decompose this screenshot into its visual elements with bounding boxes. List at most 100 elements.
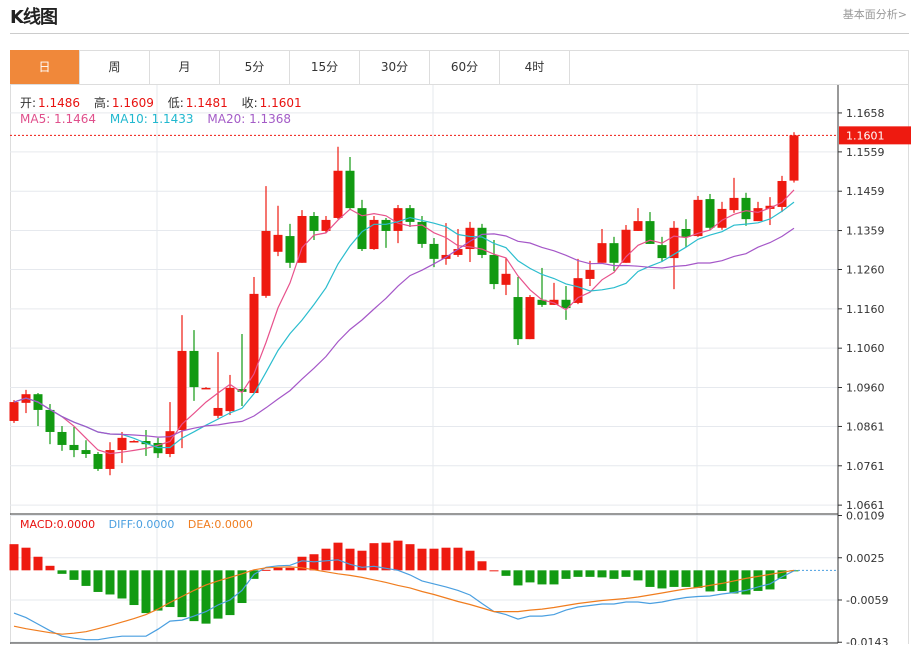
- tab-day[interactable]: 日: [10, 50, 80, 84]
- tab-week[interactable]: 周: [80, 50, 150, 84]
- ma-legend: MA5: 1.1464 MA10: 1.1433 MA20: 1.1368: [20, 112, 293, 126]
- macd-bar: [573, 570, 583, 577]
- y-tick-label: 1.1658: [846, 107, 885, 120]
- y-tick-label: 1.1260: [846, 263, 885, 276]
- macd-bar: [537, 570, 547, 585]
- macd-bar: [357, 550, 367, 571]
- candle-up: [597, 243, 607, 263]
- open-value: 1.1486: [38, 96, 81, 110]
- macd-bar: [765, 570, 775, 590]
- macd-bar: [297, 556, 307, 571]
- ohlc-legend: 开: 1.1486 高: 1.1609 低: 1.1481 收: 1.1601: [20, 94, 304, 111]
- macd-bar: [321, 548, 331, 571]
- macd-bar: [681, 570, 691, 587]
- candle-up: [201, 387, 211, 390]
- macd-bar: [129, 570, 139, 606]
- tab-15min[interactable]: 15分: [290, 50, 360, 84]
- candle-down: [609, 243, 619, 263]
- macd-bar: [405, 544, 415, 571]
- macd-bar: [201, 570, 211, 624]
- y-tick-label: 1.0960: [846, 382, 885, 395]
- candle-down: [189, 350, 199, 388]
- ma10-line: [13, 201, 795, 449]
- macd-bar: [489, 570, 499, 572]
- candle-down: [285, 236, 295, 263]
- macd-bar: [9, 544, 19, 571]
- candle-up: [333, 170, 343, 218]
- fundamental-analysis-link[interactable]: 基本面分析>: [842, 8, 907, 21]
- y-tick-label: 1.0861: [846, 420, 885, 433]
- macd-bar: [237, 570, 247, 604]
- macd-bar: [729, 570, 739, 594]
- candle-up: [9, 402, 19, 421]
- macd-bar: [753, 570, 763, 591]
- macd-bar: [513, 570, 523, 586]
- macd-bar: [645, 570, 655, 587]
- macd-bar: [369, 543, 379, 571]
- candle-up: [789, 135, 799, 181]
- close-label: 收:: [241, 96, 258, 110]
- close-value: 1.1601: [259, 96, 302, 110]
- candle-up: [693, 199, 703, 237]
- macd-bar: [705, 570, 715, 592]
- candle-down: [405, 208, 415, 222]
- macd-bar: [57, 570, 67, 574]
- candle-up: [753, 208, 763, 222]
- low-label: 低:: [167, 96, 184, 110]
- y-tick-label: 1.1459: [846, 185, 885, 198]
- candle-up: [501, 273, 511, 285]
- macd-bar: [93, 570, 103, 592]
- candle-up: [717, 208, 727, 228]
- macd-bar: [477, 561, 487, 571]
- candle-up: [465, 227, 475, 250]
- tab-5min[interactable]: 5分: [220, 50, 290, 84]
- candle-up: [177, 350, 187, 430]
- high-value: 1.1609: [111, 96, 154, 110]
- tab-60min[interactable]: 60分: [430, 50, 500, 84]
- macd-bar: [21, 547, 31, 571]
- macd-bar: [345, 548, 355, 571]
- candle-up: [117, 437, 127, 451]
- macd-bar: [333, 542, 343, 571]
- chart-container: [10, 50, 909, 644]
- macd-bar: [657, 570, 667, 589]
- candle-up: [321, 219, 331, 231]
- macd-y-tick-label: -0.0143: [846, 636, 888, 645]
- ma10-value: MA10: 1.1433: [109, 112, 194, 126]
- ma5-line: [13, 189, 795, 455]
- candle-down: [57, 431, 67, 445]
- macd-y-tick-label: -0.0059: [846, 594, 888, 607]
- macd-bar: [117, 570, 127, 599]
- diff-value: DIFF:0.0000: [108, 518, 175, 531]
- macd-bar: [165, 570, 175, 608]
- y-tick-label: 1.1559: [846, 146, 885, 159]
- candle-up: [213, 407, 223, 416]
- candle-down: [237, 389, 247, 392]
- macd-bar: [189, 570, 199, 622]
- macd-bar: [417, 548, 427, 571]
- candle-down: [741, 197, 751, 220]
- tab-30min[interactable]: 30分: [360, 50, 430, 84]
- open-label: 开:: [20, 96, 37, 110]
- tab-month[interactable]: 月: [150, 50, 220, 84]
- macd-y-tick-label: 0.0109: [846, 510, 885, 523]
- macd-bar: [81, 570, 91, 586]
- macd-y-tick-label: 0.0025: [846, 552, 885, 565]
- ma20-value: MA20: 1.1368: [207, 112, 292, 126]
- current-price-box: [839, 126, 911, 145]
- candle-up: [669, 227, 679, 259]
- macd-bar: [501, 570, 511, 576]
- candle-up: [585, 269, 595, 279]
- macd-bar: [669, 570, 679, 587]
- candle-down: [705, 199, 715, 228]
- y-tick-label: 1.0761: [846, 460, 885, 473]
- tab-4hour[interactable]: 4时: [500, 50, 570, 84]
- macd-bar: [285, 567, 295, 571]
- macd-bar: [105, 570, 115, 595]
- candle-up: [165, 431, 175, 454]
- high-label: 高:: [93, 96, 110, 110]
- macd-bar: [561, 570, 571, 579]
- diff-line: [13, 559, 795, 641]
- macd-bar: [213, 570, 223, 619]
